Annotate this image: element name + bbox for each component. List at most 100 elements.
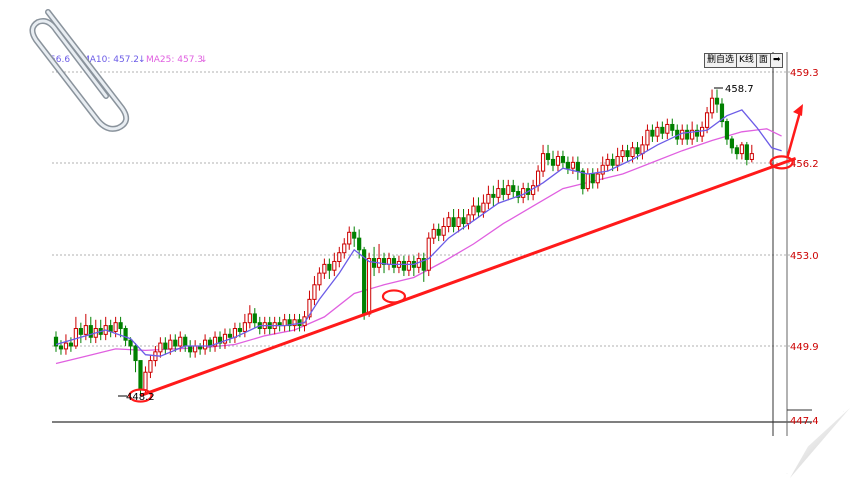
candle-body [700,126,705,137]
candle [590,168,595,189]
candle [242,313,247,338]
candle-body [78,328,83,335]
candle [381,252,387,274]
trendline-group [128,104,803,403]
candle-body [605,158,610,166]
candle-body [635,147,640,155]
candle [685,124,690,145]
candle-body [565,161,571,169]
candle [555,150,561,172]
candle [545,144,551,166]
candle-body [357,237,362,251]
candle-body [739,144,744,155]
candle [496,179,501,204]
candle-body [456,217,461,227]
candle [665,118,670,140]
candle-body [391,258,397,268]
candle [749,144,754,163]
candle-body [58,345,64,350]
chart-paper [22,22,844,474]
candle [421,252,426,282]
low-label: 448.2 [126,392,155,403]
trendline [139,156,797,397]
candle-body [610,158,615,166]
y-tick-label: 453.0 [790,251,819,262]
support-circle [128,388,153,403]
candle-body [332,260,337,271]
paperclip-shadow [29,9,130,132]
candle [734,144,739,160]
candle-body [555,156,561,166]
candle [148,354,153,379]
legend-arrow: ↓ [138,55,146,65]
arrow-right-icon[interactable]: ➡ [769,53,784,68]
candle-body [724,121,730,140]
candle-body [222,333,228,344]
candle-body [237,328,242,332]
candle [650,124,655,142]
candle-body [426,237,431,271]
candle-body [630,147,635,158]
kline-button[interactable]: K线 [736,53,757,68]
y-tick-label: 447.4 [790,416,819,427]
support-circle [769,155,794,170]
candle [486,185,491,209]
candle-body [53,336,59,347]
candle-body [451,217,456,227]
candle-body [620,150,625,158]
candle-body [744,144,749,160]
candle [352,226,357,247]
candle-body [287,319,292,327]
candle [426,232,431,277]
candle [123,325,128,346]
candle-body [660,126,665,134]
candle [88,316,93,344]
candle [680,124,685,145]
candle-body [734,147,739,155]
candle-body [347,231,352,245]
candle [446,211,451,233]
candle-body [421,258,426,271]
candle-body [168,339,173,350]
candle-body [506,185,511,195]
candle [128,337,133,355]
candle [312,276,317,306]
candle-body [540,153,546,172]
high-annotation: 458.7 [714,84,754,95]
candle [461,209,466,230]
candle [471,197,476,221]
candle [431,223,436,244]
candle-body [545,153,551,160]
chart-toolbar: 删自选 K线 面 ➡ [704,53,784,68]
candle-body [212,336,218,347]
candle-body [113,322,118,332]
candle-body [496,188,501,198]
candle [625,144,630,163]
candle-body [665,123,670,134]
candle-body [516,191,521,198]
candle [476,197,481,218]
candle-body [714,97,720,105]
candle-body [312,284,317,300]
candle [595,168,600,189]
candle-body [570,161,575,169]
candle [739,141,744,160]
candle [729,136,735,154]
candle [227,328,233,344]
candle-body [560,156,566,163]
candle [53,331,59,352]
candle [700,121,705,142]
panel-button[interactable]: 面 [755,53,771,68]
candle [600,156,605,180]
support-circle [381,289,407,304]
candle [347,226,352,250]
candle [645,124,650,151]
candle-body [381,258,387,265]
ma-short-line [55,109,782,357]
candle [332,252,337,277]
candle-body [471,205,476,216]
candle [744,141,749,166]
candle-body [252,313,257,324]
candle [714,89,720,113]
